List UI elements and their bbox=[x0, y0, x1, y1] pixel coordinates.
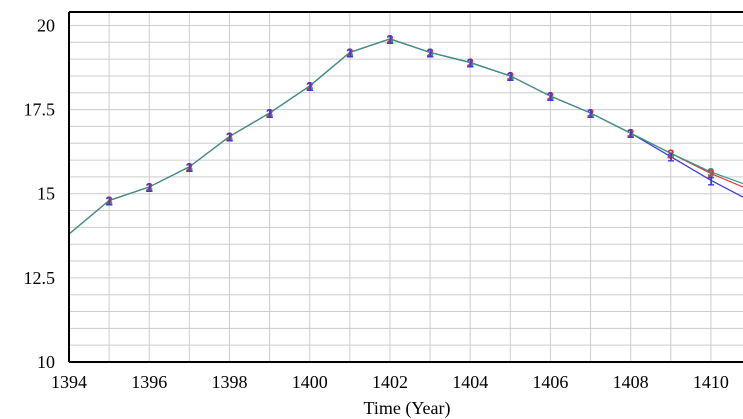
x-tick-label: 1406 bbox=[532, 372, 568, 392]
y-tick-labels: 10 12.5 15 17.5 20 bbox=[24, 15, 56, 372]
series-marker-3: 3 bbox=[106, 193, 113, 208]
series-marker-2: 2 bbox=[106, 193, 113, 208]
series-marker-2: 2 bbox=[667, 146, 674, 161]
series-marker-3: 3 bbox=[627, 126, 634, 141]
y-tick-label: 20 bbox=[37, 15, 55, 35]
series-marker-3: 3 bbox=[587, 106, 594, 121]
x-tick-label: 1398 bbox=[211, 372, 247, 392]
series-marker-1: 1 bbox=[426, 45, 433, 60]
series-marker-2: 2 bbox=[146, 180, 153, 195]
series-marker-2: 2 bbox=[707, 167, 714, 182]
series-markers: 3333333333333333222222222222222211111111… bbox=[106, 32, 715, 209]
series-marker-1: 1 bbox=[146, 180, 153, 195]
series-marker-3: 3 bbox=[346, 45, 353, 60]
y-tick-label: 10 bbox=[37, 352, 55, 372]
series-marker-1: 1 bbox=[306, 79, 313, 94]
x-tick-label: 1394 bbox=[51, 372, 87, 392]
series-marker-3: 3 bbox=[667, 146, 674, 161]
y-tick-label: 12.5 bbox=[24, 268, 56, 288]
y-tick-label: 17.5 bbox=[24, 100, 56, 120]
x-tick-label: 1396 bbox=[131, 372, 167, 392]
series-marker-2: 2 bbox=[587, 106, 594, 121]
series-marker-1: 1 bbox=[106, 193, 113, 208]
series-marker-1: 1 bbox=[667, 150, 674, 165]
series-marker-2: 2 bbox=[266, 106, 273, 121]
x-tick-label: 1410 bbox=[693, 372, 729, 392]
series-marker-2: 2 bbox=[386, 32, 393, 47]
series-marker-1: 1 bbox=[587, 106, 594, 121]
series-marker-1: 1 bbox=[386, 32, 393, 47]
series-marker-2: 2 bbox=[627, 126, 634, 141]
series-marker-1: 1 bbox=[226, 130, 233, 145]
series-marker-2: 2 bbox=[346, 45, 353, 60]
series-marker-3: 3 bbox=[467, 55, 474, 70]
series-marker-3: 3 bbox=[426, 45, 433, 60]
series-marker-1: 1 bbox=[627, 126, 634, 141]
series-marker-1: 1 bbox=[507, 69, 514, 84]
series-marker-1: 1 bbox=[707, 173, 714, 188]
x-tick-label: 1408 bbox=[613, 372, 649, 392]
series-marker-2: 2 bbox=[467, 55, 474, 70]
series-marker-3: 3 bbox=[226, 130, 233, 145]
series-marker-3: 3 bbox=[146, 180, 153, 195]
series-marker-2: 2 bbox=[226, 130, 233, 145]
series-lines bbox=[68, 38, 743, 235]
grid-lines bbox=[68, 12, 743, 363]
series-line-1 bbox=[68, 38, 743, 235]
series-line-3 bbox=[68, 38, 743, 235]
series-marker-1: 1 bbox=[547, 89, 554, 104]
axes bbox=[68, 11, 743, 363]
series-marker-3: 3 bbox=[266, 106, 273, 121]
series-marker-2: 2 bbox=[306, 79, 313, 94]
series-marker-2: 2 bbox=[426, 45, 433, 60]
series-marker-3: 3 bbox=[386, 32, 393, 47]
series-marker-1: 1 bbox=[467, 55, 474, 70]
series-marker-3: 3 bbox=[547, 89, 554, 104]
x-tick-label: 1400 bbox=[292, 372, 328, 392]
series-marker-2: 2 bbox=[186, 160, 193, 175]
x-tick-label: 1404 bbox=[452, 372, 488, 392]
series-marker-2: 2 bbox=[507, 69, 514, 84]
series-marker-2: 2 bbox=[547, 89, 554, 104]
series-marker-3: 3 bbox=[707, 165, 714, 180]
series-marker-1: 1 bbox=[266, 106, 273, 121]
series-marker-3: 3 bbox=[306, 79, 313, 94]
y-tick-label: 15 bbox=[37, 184, 55, 204]
x-axis-title: Time (Year) bbox=[363, 398, 450, 419]
x-tick-label: 1402 bbox=[372, 372, 408, 392]
x-tick-labels: 1394 1396 1398 1400 1402 1404 1406 1408 1410 bbox=[51, 372, 729, 392]
series-marker-1: 1 bbox=[346, 45, 353, 60]
series-line-2 bbox=[68, 38, 743, 235]
series-marker-1: 1 bbox=[186, 160, 193, 175]
series-marker-3: 3 bbox=[186, 160, 193, 175]
series-marker-3: 3 bbox=[507, 69, 514, 84]
